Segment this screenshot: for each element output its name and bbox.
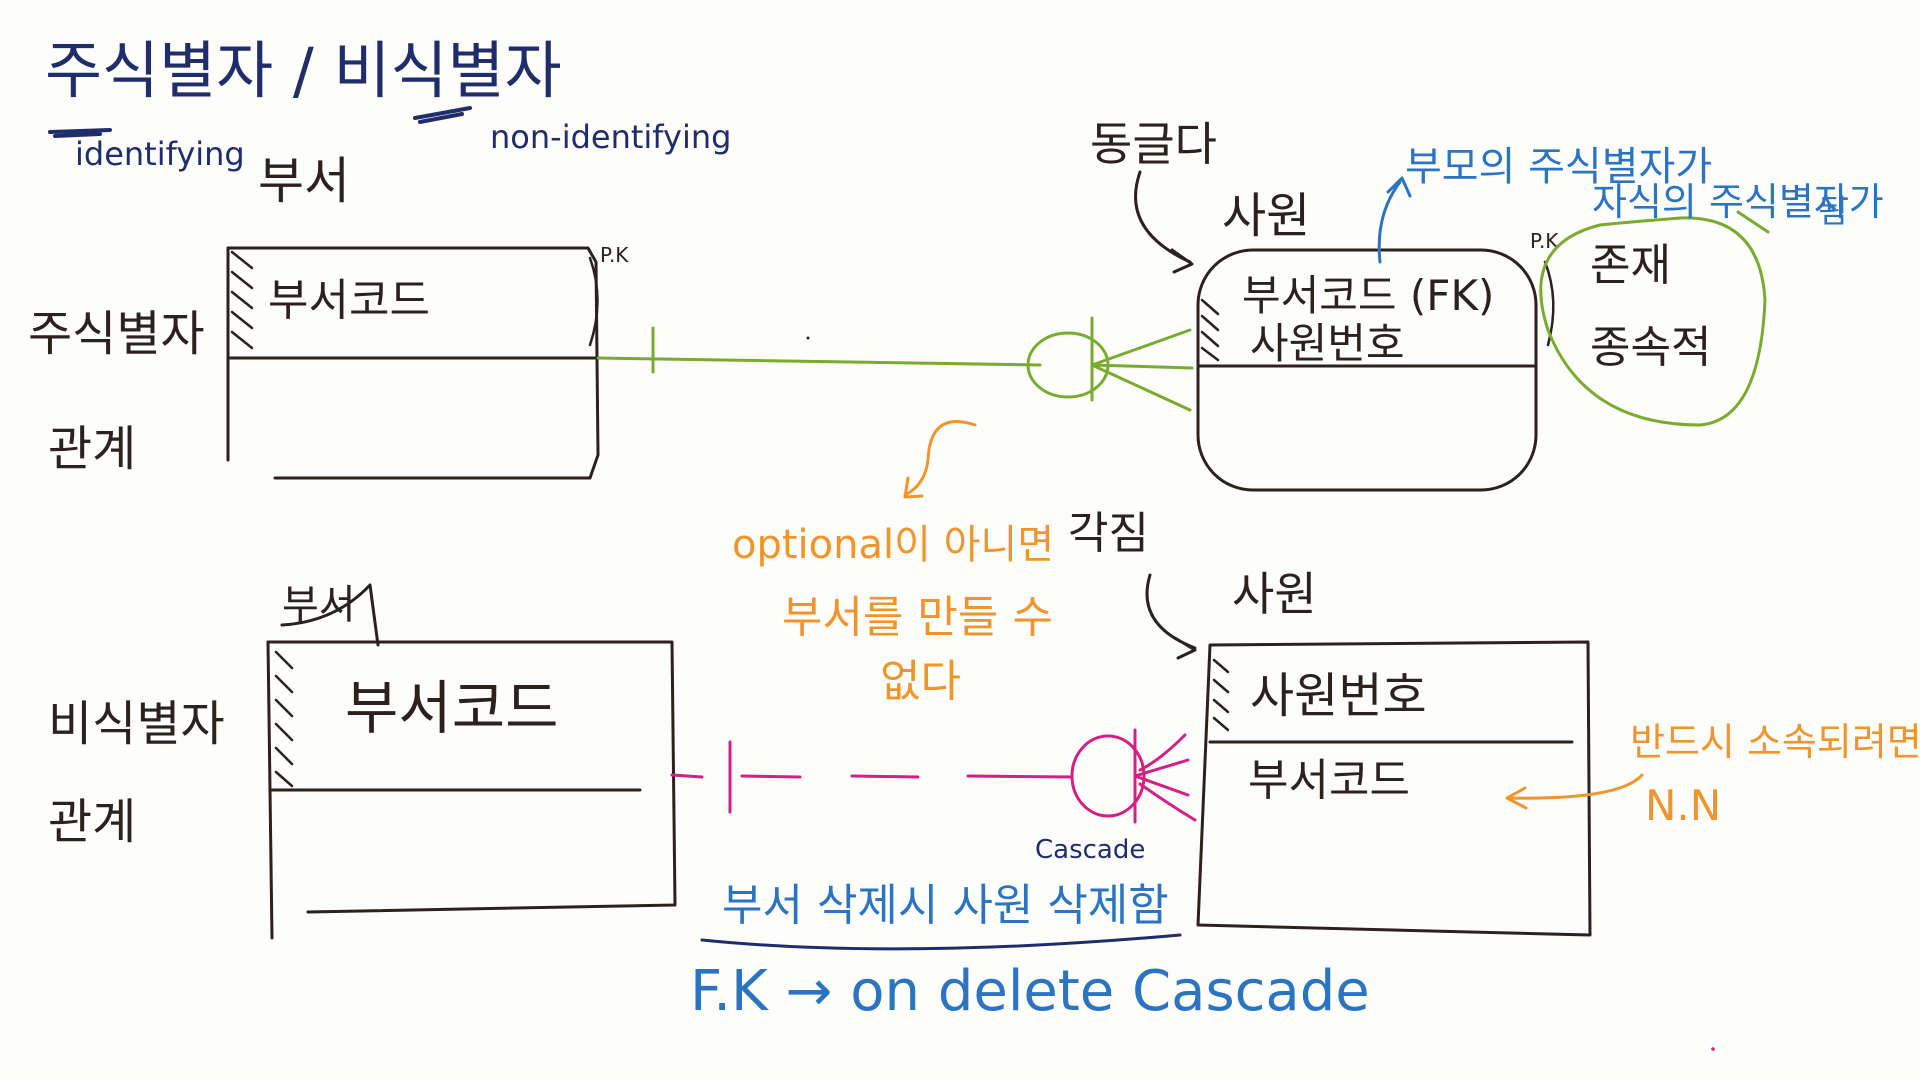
bottom-emp-pk: 사원번호 bbox=[1250, 668, 1427, 724]
bottom-dept-title-box bbox=[280, 583, 380, 647]
non-identifying-relationship-line bbox=[670, 728, 1197, 824]
top-dept-pk-mark: P.K bbox=[600, 243, 629, 267]
orange-note-line-1: optional이 아니면 bbox=[732, 522, 1054, 568]
bottom-emp-arrow-note: 각짐 bbox=[1068, 508, 1149, 559]
cascade-small-label: Cascade bbox=[1035, 835, 1145, 865]
bottom-section: 비식별자 관계 부서 부서코드 각짐 사원 bbox=[48, 508, 1920, 1024]
header: 주식별자 / 비식별자 identifying non-identifying bbox=[45, 34, 731, 173]
bottom-dept-entity bbox=[266, 640, 677, 940]
top-left-label-1: 주식별자 bbox=[28, 306, 205, 362]
orange-note: optional이 아니면 부서를 만들 수 없다 bbox=[732, 420, 1054, 707]
title-underline-right bbox=[413, 106, 472, 124]
top-emp-fk: 부서코드 (FK) bbox=[1242, 271, 1494, 320]
top-emp-title: 사원 bbox=[1222, 188, 1310, 244]
cascade-note: 부서 삭제시 사원 삭제함 bbox=[722, 880, 1169, 931]
top-emp-pk: 사원번호 bbox=[1250, 319, 1405, 368]
identifying-relationship-line bbox=[596, 316, 1194, 412]
fk-rule: F.K → on delete Cascade bbox=[690, 959, 1370, 1024]
identifying-label: identifying bbox=[75, 135, 245, 173]
top-dept-pk: 부서코드 bbox=[268, 275, 430, 326]
bottom-emp-arrow bbox=[1145, 573, 1197, 660]
bottom-right-note-2: N.N bbox=[1645, 781, 1721, 830]
blue-note-3: 됨 bbox=[1818, 192, 1847, 230]
top-emp-arrow-note: 동글다 bbox=[1090, 117, 1217, 171]
bottom-emp-entity bbox=[1196, 640, 1592, 937]
top-left-label-2: 관계 bbox=[48, 421, 136, 477]
bottom-right-note-arrow bbox=[1505, 773, 1644, 810]
bottom-left-label-2: 관계 bbox=[48, 794, 136, 850]
stray-dot bbox=[806, 336, 810, 340]
cascade-note-underline bbox=[700, 933, 1182, 951]
orange-note-line-2: 부서를 만들 수 bbox=[782, 592, 1053, 643]
dependency-circle bbox=[1539, 210, 1770, 427]
top-emp-arrow bbox=[1134, 170, 1194, 274]
stray-dot bbox=[1711, 1047, 1715, 1051]
dependency-note-1: 존재 bbox=[1590, 240, 1671, 291]
blue-note-1: 부모의 주식별자가 bbox=[1405, 144, 1712, 190]
orange-note-line-3: 없다 bbox=[880, 656, 961, 707]
top-section: 주식별자 관계 부서 부서코드 P.K 동글다 bbox=[28, 117, 1884, 492]
blue-note-2: 자식의 주식별자가 bbox=[1592, 180, 1884, 224]
bottom-right-note-1: 반드시 소속되려면 bbox=[1630, 720, 1920, 764]
top-dept-title: 부서 bbox=[258, 152, 350, 210]
blue-note-arrow bbox=[1377, 176, 1412, 264]
dependency-note-2: 종속적 bbox=[1590, 322, 1711, 373]
bottom-emp-fk: 부서코드 bbox=[1248, 755, 1410, 806]
orange-note-arrow bbox=[903, 420, 977, 499]
bottom-left-label-1: 비식별자 bbox=[48, 696, 225, 752]
title-underline-left bbox=[48, 128, 112, 138]
non-identifying-label: non-identifying bbox=[490, 118, 731, 156]
page-title: 주식별자 / 비식별자 bbox=[45, 34, 562, 107]
bottom-dept-pk: 부서코드 bbox=[345, 674, 558, 742]
bottom-emp-title: 사원 bbox=[1232, 567, 1317, 621]
